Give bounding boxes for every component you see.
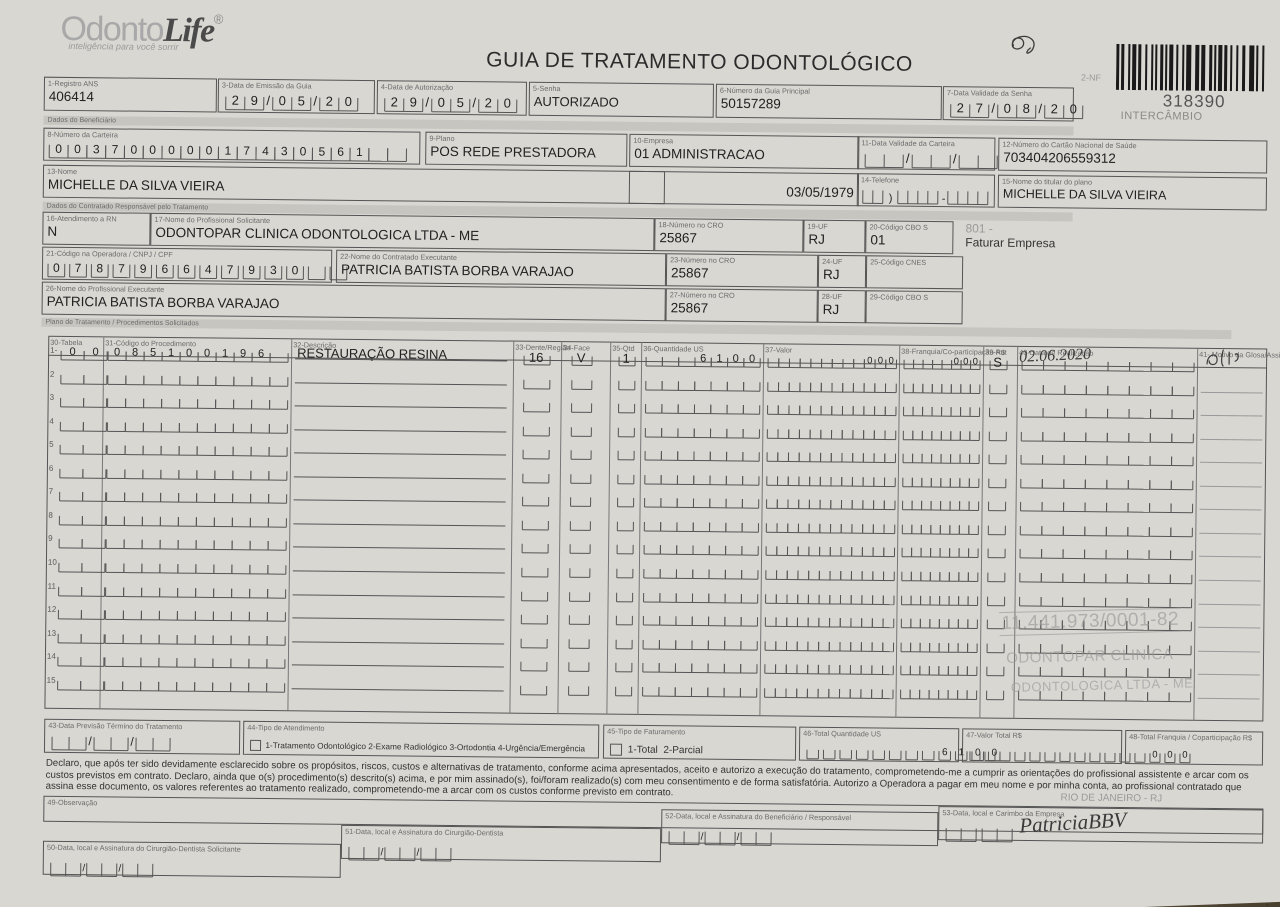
svg-text:1: 1 [222, 348, 228, 360]
svg-text:/: / [416, 848, 419, 859]
svg-text:6: 6 [700, 353, 706, 365]
svg-text:0: 0 [963, 356, 968, 367]
svg-text:7: 7 [118, 261, 125, 275]
svg-text:1: 1 [716, 353, 722, 365]
svg-text:0: 0 [279, 93, 286, 108]
svg-text:0: 0 [149, 143, 156, 157]
svg-text:2: 2 [326, 94, 333, 109]
svg-text:2: 2 [391, 94, 398, 109]
svg-text:0: 0 [204, 347, 210, 359]
svg-text:0: 0 [55, 142, 62, 156]
svg-text:0: 0 [114, 346, 120, 358]
svg-text:/: / [906, 151, 910, 166]
svg-text:0: 0 [973, 356, 978, 367]
svg-text:/: / [88, 734, 92, 748]
svg-text:-: - [942, 193, 946, 205]
svg-text:4: 4 [262, 144, 269, 158]
svg-text:0: 0 [300, 144, 307, 158]
svg-text:0: 0 [187, 143, 194, 157]
svg-text:3: 3 [281, 144, 288, 158]
svg-text:7: 7 [112, 142, 119, 156]
svg-text:7: 7 [976, 100, 983, 115]
svg-text:9: 9 [140, 262, 147, 276]
svg-text:5: 5 [150, 347, 156, 359]
svg-text:/: / [82, 863, 85, 874]
svg-text:/: / [425, 95, 429, 110]
svg-text:0: 0 [438, 95, 445, 110]
svg-text:9: 9 [251, 93, 258, 108]
svg-text:6: 6 [258, 348, 264, 360]
svg-text:0: 0 [888, 356, 893, 367]
svg-text:/: / [991, 101, 995, 116]
svg-text:6: 6 [337, 145, 344, 159]
svg-text:2: 2 [957, 100, 964, 115]
svg-text:0: 0 [954, 356, 959, 367]
svg-text:/: / [701, 832, 704, 843]
svg-text:9: 9 [240, 348, 246, 360]
svg-text:3: 3 [270, 263, 277, 277]
svg-text:): ) [889, 193, 893, 205]
svg-text:0: 0 [867, 355, 872, 366]
svg-text:1: 1 [168, 347, 174, 359]
svg-text:0: 0 [93, 346, 99, 358]
svg-text:5: 5 [298, 93, 305, 108]
svg-text:/: / [737, 832, 740, 843]
svg-text:3: 3 [93, 142, 100, 156]
svg-text:9: 9 [410, 95, 417, 110]
svg-text:/: / [313, 94, 317, 109]
svg-text:7: 7 [243, 144, 250, 158]
svg-text:9: 9 [248, 263, 255, 277]
svg-text:0: 0 [168, 143, 175, 157]
svg-text:7: 7 [227, 263, 234, 277]
svg-text:/: / [953, 151, 957, 166]
svg-text:0: 0 [292, 263, 299, 277]
svg-text:2: 2 [1051, 101, 1058, 116]
svg-text:6: 6 [161, 262, 168, 276]
svg-text:0: 0 [345, 94, 352, 109]
svg-text:/: / [1038, 101, 1042, 116]
svg-text:0: 0 [878, 355, 883, 366]
svg-text:0: 0 [206, 143, 213, 157]
svg-text:/: / [380, 847, 383, 858]
svg-text:0: 0 [130, 143, 137, 157]
svg-text:0: 0 [1004, 101, 1011, 116]
svg-text:0: 0 [504, 96, 511, 111]
svg-text:1: 1 [356, 145, 363, 159]
svg-text:8: 8 [132, 347, 138, 359]
svg-text:8: 8 [1023, 101, 1030, 116]
svg-text:2: 2 [232, 93, 239, 108]
svg-text:6: 6 [942, 747, 948, 758]
svg-text:/: / [130, 735, 134, 749]
svg-text:0: 0 [186, 347, 192, 359]
svg-text:0: 0 [733, 353, 739, 365]
svg-text:1: 1 [224, 144, 231, 158]
svg-text:7: 7 [75, 261, 82, 275]
svg-text:2: 2 [485, 95, 492, 110]
svg-text:6: 6 [183, 262, 190, 276]
svg-text:5: 5 [457, 95, 464, 110]
svg-text:/: / [472, 95, 476, 110]
svg-text:0: 0 [53, 261, 60, 275]
svg-text:5: 5 [318, 145, 325, 159]
svg-text:/: / [266, 93, 270, 108]
svg-text:4: 4 [205, 262, 212, 276]
svg-text:8: 8 [96, 261, 103, 275]
svg-text:0: 0 [1070, 101, 1077, 116]
svg-text:0: 0 [70, 346, 76, 358]
svg-text:/: / [118, 864, 121, 875]
svg-text:0: 0 [749, 353, 755, 365]
svg-text:0: 0 [74, 142, 81, 156]
